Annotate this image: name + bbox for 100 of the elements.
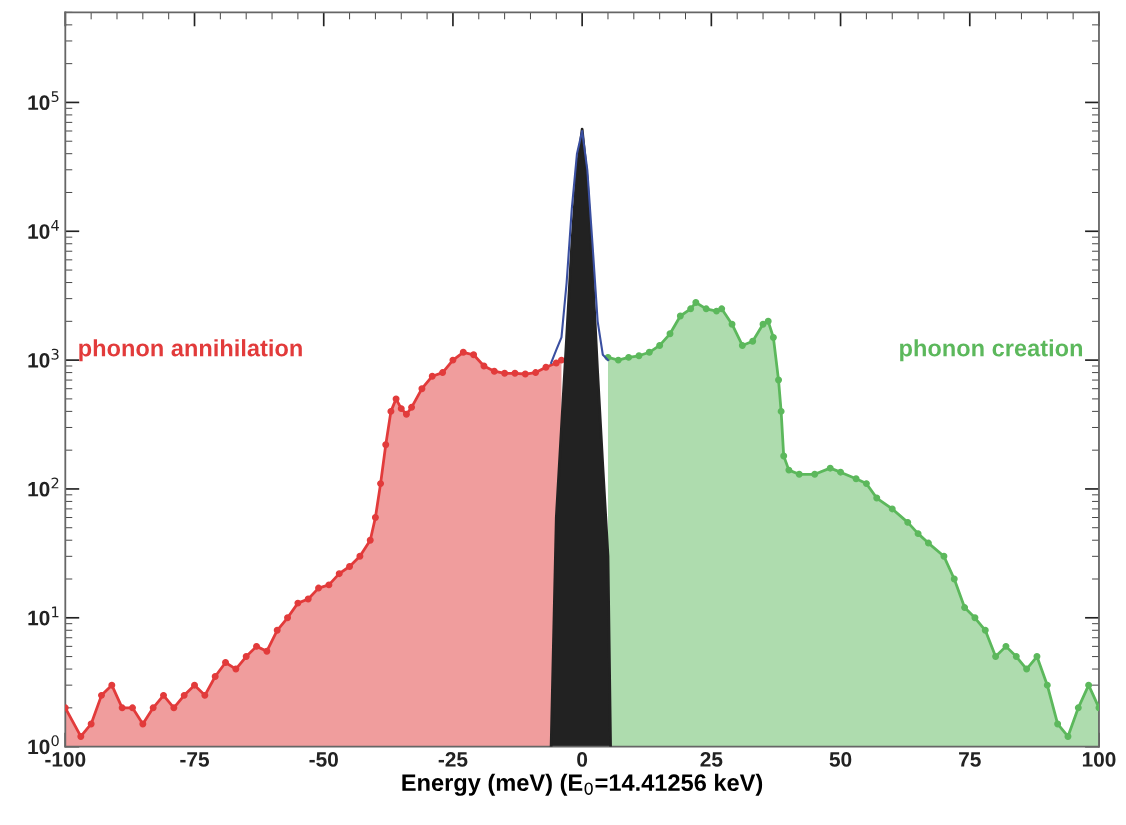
point	[459, 348, 467, 356]
point	[408, 403, 416, 411]
point	[1033, 653, 1041, 661]
point	[625, 353, 633, 361]
point	[77, 732, 85, 740]
point	[490, 367, 498, 375]
point	[837, 468, 845, 476]
point	[253, 642, 261, 650]
point	[552, 359, 560, 367]
point	[728, 320, 736, 328]
point	[294, 599, 302, 607]
point	[718, 305, 726, 313]
point	[614, 356, 622, 364]
point	[160, 691, 167, 699]
point	[201, 691, 209, 699]
point	[826, 464, 834, 472]
point	[211, 673, 219, 681]
point	[392, 395, 400, 403]
point	[315, 584, 323, 592]
x-tick-label: -75	[180, 752, 209, 767]
x-tick-label: -25	[438, 752, 468, 767]
point	[232, 665, 240, 673]
point	[924, 539, 932, 547]
text: phonon annihilation	[79, 339, 302, 362]
point	[775, 376, 783, 384]
point	[1054, 720, 1062, 728]
point	[382, 441, 390, 449]
point	[439, 369, 447, 377]
point	[873, 494, 881, 502]
point	[470, 351, 478, 359]
point	[356, 552, 364, 560]
point	[759, 320, 767, 328]
point	[692, 299, 700, 306]
point	[273, 626, 281, 634]
point	[511, 369, 519, 377]
point	[557, 356, 565, 364]
point	[811, 470, 819, 478]
y-tick-label: 10$^{5}$	[28, 91, 59, 111]
point	[1074, 704, 1082, 712]
point	[981, 626, 989, 634]
point	[366, 536, 374, 544]
point	[242, 653, 250, 661]
point	[428, 372, 436, 380]
point	[335, 570, 343, 578]
point	[687, 305, 695, 313]
point	[950, 575, 958, 583]
x-tick-label: 50	[829, 752, 852, 767]
point	[170, 704, 178, 712]
y-tick-label: 10$^{4}$	[28, 220, 59, 239]
point	[1043, 681, 1051, 689]
point	[780, 452, 788, 460]
point	[785, 466, 793, 474]
point	[129, 704, 136, 712]
point	[284, 614, 292, 622]
point	[645, 348, 653, 356]
point	[749, 337, 757, 345]
point	[795, 470, 803, 478]
y-tick-label: 10$^{2}$	[28, 477, 59, 497]
point	[676, 312, 684, 320]
point	[98, 691, 105, 699]
x-tick-label: 25	[700, 752, 723, 767]
point	[635, 352, 643, 360]
point	[118, 704, 126, 712]
point	[402, 410, 410, 418]
point	[263, 647, 271, 655]
point	[139, 720, 147, 728]
point	[971, 614, 979, 622]
point	[1085, 681, 1093, 689]
point	[702, 305, 710, 313]
x-axis-title: Energy (meV) (E$_{0}$=14.41256 keV)	[402, 773, 763, 796]
point	[777, 407, 785, 415]
x-tick-label: 0	[577, 752, 588, 767]
x-tick-label: 75	[959, 752, 981, 767]
point	[532, 369, 540, 377]
point	[149, 704, 157, 712]
point	[87, 720, 95, 728]
point	[888, 505, 896, 513]
point	[904, 518, 912, 526]
point	[713, 307, 720, 315]
point	[191, 681, 198, 689]
x-tick-label: 100	[1082, 752, 1116, 767]
point	[371, 514, 379, 522]
x-tick-label: -50	[309, 752, 338, 767]
point	[418, 385, 426, 393]
point	[961, 604, 969, 612]
point	[325, 581, 333, 589]
point	[521, 370, 529, 378]
point	[387, 407, 395, 415]
point	[542, 363, 550, 371]
point	[738, 341, 746, 349]
point	[304, 595, 312, 603]
point	[992, 653, 1000, 661]
point	[940, 552, 948, 560]
point	[180, 691, 188, 699]
point	[852, 475, 860, 483]
point	[501, 369, 509, 377]
y-tick-label: 10$^{3}$	[28, 348, 59, 368]
point	[1064, 732, 1072, 740]
point	[764, 317, 772, 325]
point	[656, 341, 664, 349]
